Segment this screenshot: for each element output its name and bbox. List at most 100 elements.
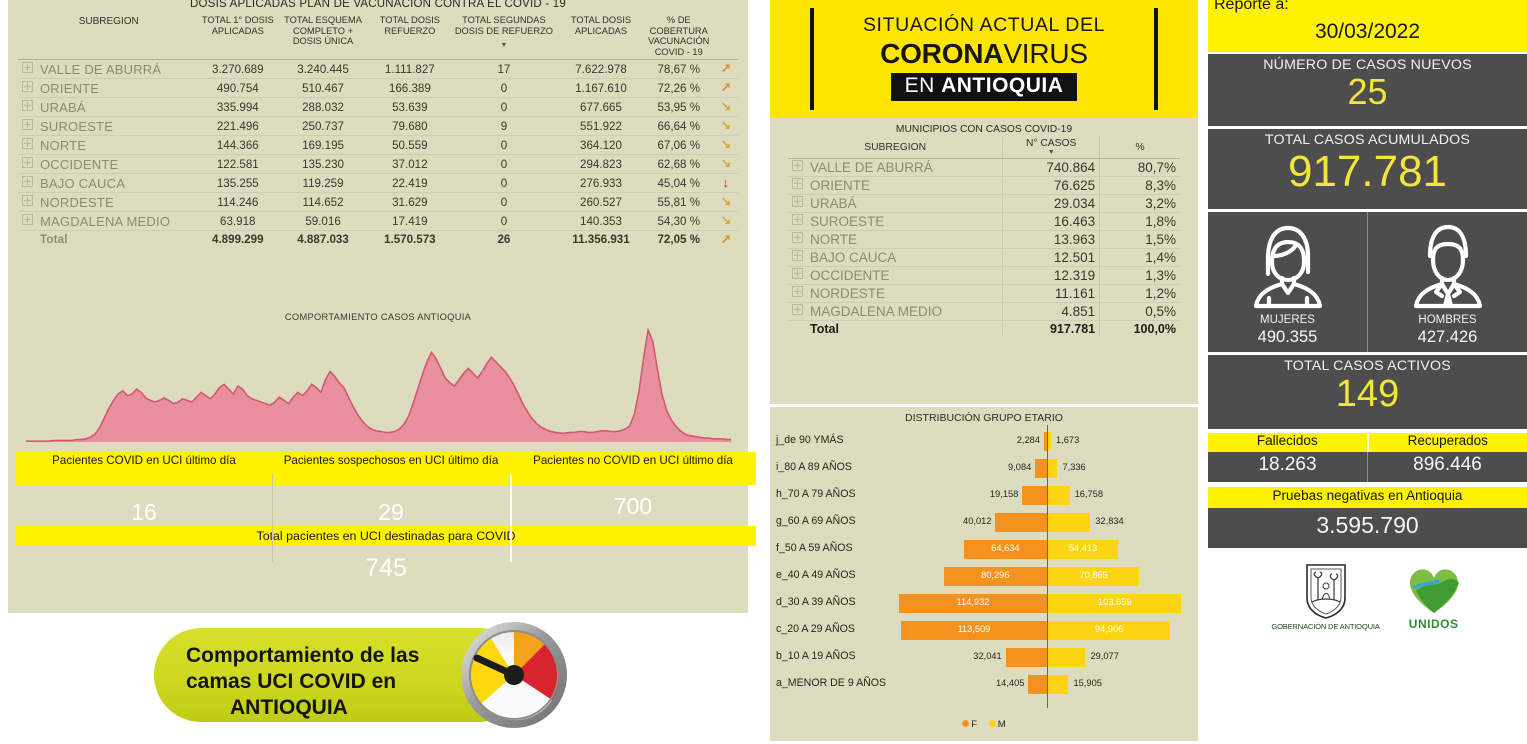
row-region[interactable]: VALLE DE ABURRÁ	[18, 60, 199, 79]
logo-line1: Comportamiento de las	[186, 644, 419, 667]
row-dosis-refuerzo: 50.559	[370, 136, 450, 155]
deceased-recovered-values: 18.263 896.446	[1208, 452, 1527, 482]
row-total-dosis: 294.823	[558, 155, 644, 174]
expand-plus-icon[interactable]	[792, 160, 803, 171]
uci-covid-value: 16	[16, 485, 272, 526]
pyramid-value-male: 1,673	[1056, 435, 1079, 445]
row-esquema-completo: 510.467	[276, 79, 370, 98]
expand-plus-icon[interactable]	[792, 178, 803, 189]
col-segundas-dosis-refuerzo: TOTAL SEGUNDAS DOSIS DE REFUERZO ▼	[450, 12, 558, 60]
pyramid-age-label: e_40 A 49 AÑOS	[776, 569, 856, 581]
mun-casos: 740.864	[1003, 159, 1100, 177]
col-esquema-completo: TOTAL ESQUEMA COMPLETO + DOSIS ÚNICA	[276, 12, 370, 60]
row-region[interactable]: MAGDALENA MEDIO	[18, 212, 199, 231]
mun-region[interactable]: SUROESTE	[788, 213, 1003, 231]
expand-plus-icon[interactable]	[792, 268, 803, 279]
pyramid-value-male: 7,336	[1062, 462, 1085, 472]
row-esquema-completo: 288.032	[276, 98, 370, 117]
expand-plus-icon[interactable]	[22, 100, 33, 111]
accumulated-label: TOTAL CASOS ACUMULADOS	[1208, 129, 1527, 148]
expand-plus-icon[interactable]	[22, 119, 33, 130]
deceased-label: Fallecidos	[1208, 433, 1367, 452]
negative-tests-value: 3.595.790	[1208, 508, 1527, 539]
expand-plus-icon[interactable]	[22, 62, 33, 73]
mun-pct: 1,8%	[1100, 213, 1180, 231]
row-region[interactable]: URABÁ	[18, 98, 199, 117]
row-cobertura: 45,04 %	[644, 174, 714, 193]
row-region[interactable]: ORIENTE	[18, 79, 199, 98]
row-primera-dosis: 335.994	[199, 98, 276, 117]
new-cases-value: 25	[1208, 73, 1527, 111]
expand-plus-icon[interactable]	[792, 214, 803, 225]
mun-region[interactable]: BAJO CAUCA	[788, 249, 1003, 267]
mun-casos: 4.851	[1003, 303, 1100, 321]
mun-region[interactable]: ORIENTE	[788, 177, 1003, 195]
mun-total-label: Total	[788, 321, 1003, 338]
mun-region[interactable]: OCCIDENTE	[788, 267, 1003, 285]
vaccination-table: SUBREGION TOTAL 1° DOSIS APLICADAS TOTAL…	[18, 12, 738, 248]
legend-female-dot-icon	[962, 720, 969, 727]
expand-plus-icon[interactable]	[22, 157, 33, 168]
expand-plus-icon[interactable]	[792, 304, 803, 315]
expand-plus-icon[interactable]	[22, 176, 33, 187]
row-esquema-completo: 3.240.445	[276, 60, 370, 79]
expand-plus-icon[interactable]	[792, 232, 803, 243]
mun-region[interactable]: NORTE	[788, 231, 1003, 249]
expand-plus-icon[interactable]	[792, 196, 803, 207]
mun-region[interactable]: URABÁ	[788, 195, 1003, 213]
expand-plus-icon[interactable]	[22, 214, 33, 225]
mun-casos: 12.501	[1003, 249, 1100, 267]
mun-casos: 76.625	[1003, 177, 1100, 195]
pyramid-value-female: 14,405	[986, 678, 1024, 688]
women-cell: MUJERES 490.355	[1208, 212, 1367, 352]
pyramid-age-label: h_70 A 79 AÑOS	[776, 488, 856, 500]
report-date-row: Reporte a: 30/03/2022	[1208, 0, 1527, 52]
expand-plus-icon[interactable]	[792, 250, 803, 261]
pyramid-value-female: 64,634	[964, 543, 1047, 553]
row-trend-icon: ↘	[714, 98, 738, 117]
mun-region[interactable]: VALLE DE ABURRÁ	[788, 159, 1003, 177]
report-date: 30/03/2022	[1208, 20, 1527, 44]
expand-plus-icon[interactable]	[22, 195, 33, 206]
expand-plus-icon[interactable]	[792, 286, 803, 297]
mun-region[interactable]: NORDESTE	[788, 285, 1003, 303]
pyramid-value-male: 29,077	[1090, 651, 1118, 661]
expand-plus-icon[interactable]	[22, 138, 33, 149]
row-region[interactable]: OCCIDENTE	[18, 155, 199, 174]
pyramid-value-female: 80,296	[944, 570, 1047, 580]
uci-header-row: Pacientes COVID en UCI último día 16 Pac…	[16, 452, 756, 526]
row-region[interactable]: BAJO CAUCA	[18, 174, 199, 193]
active-value: 149	[1208, 374, 1527, 414]
expand-plus-icon[interactable]	[22, 81, 33, 92]
pyramid-value-female: 32,041	[964, 651, 1002, 661]
row-esquema-completo: 114.652	[276, 193, 370, 212]
sort-caret-icon[interactable]: ▼	[452, 41, 556, 52]
row-region[interactable]: SUROESTE	[18, 117, 199, 136]
row-region[interactable]: NORTE	[18, 136, 199, 155]
mun-region[interactable]: MAGDALENA MEDIO	[788, 303, 1003, 321]
pyramid-value-male: 103,659	[1048, 597, 1181, 607]
mun-sort-caret-icon[interactable]: ▼	[1007, 149, 1095, 156]
row-region[interactable]: NORDESTE	[18, 193, 199, 212]
row-esquema-completo: 250.737	[276, 117, 370, 136]
total-segundas-refuerzo: 26	[450, 231, 558, 249]
